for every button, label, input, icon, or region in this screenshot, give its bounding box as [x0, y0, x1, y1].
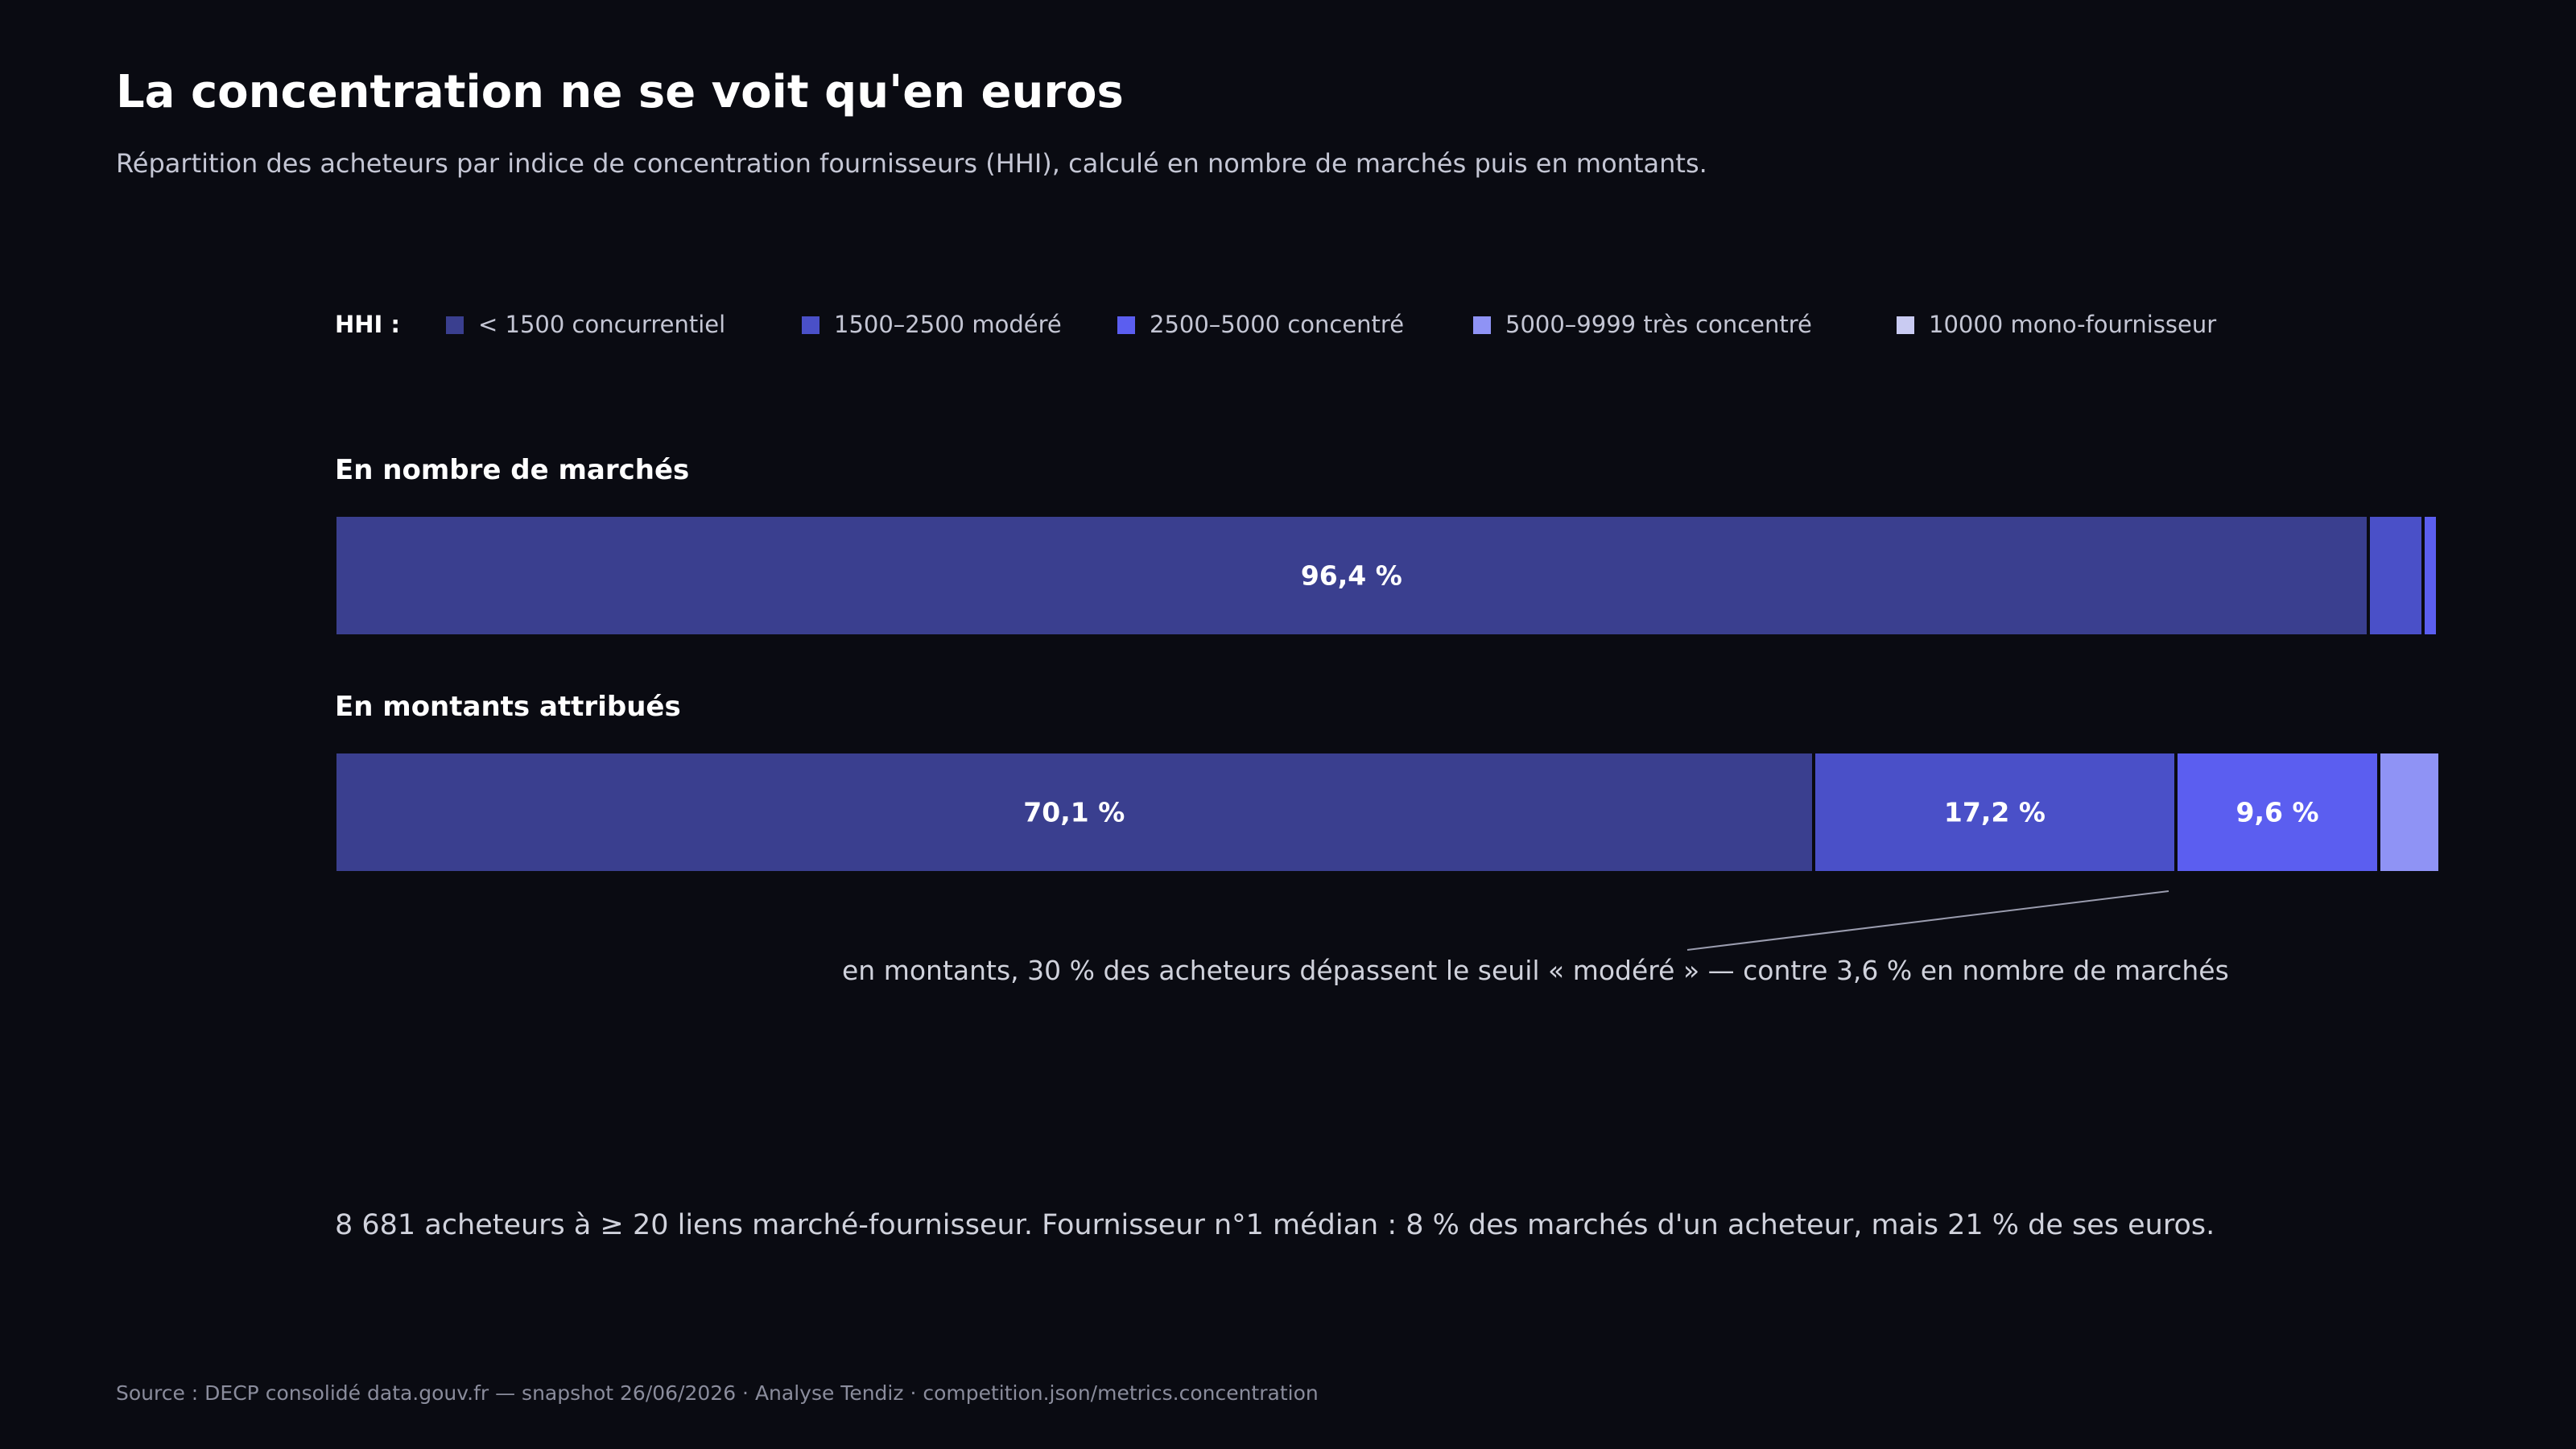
summary-text: 8 681 acheteurs à ≥ 20 liens marché-four… [335, 1209, 2215, 1241]
legend-swatch-tres-concentre [1473, 316, 1491, 334]
bar-segment-concurrentiel: 96,4 % [336, 517, 2367, 634]
legend-swatch-concentre [1117, 316, 1135, 334]
bar-segment-modere [2369, 517, 2421, 634]
legend-item-label: 1500–2500 modéré [834, 311, 1062, 338]
annotation-text: en montants, 30 % des acheteurs dépassen… [842, 955, 2229, 986]
legend-item-tres-concentre: 5000–9999 très concentré [1473, 311, 1812, 338]
bar-segment-value-label: 70,1 % [1023, 796, 1125, 828]
chart-subtitle: Répartition des acheteurs par indice de … [116, 148, 1707, 179]
bar-segment-value-label: 96,4 % [1300, 559, 1402, 592]
legend-item-concentre: 2500–5000 concentré [1117, 311, 1404, 338]
stacked-bar-montants: 70,1 % 17,2 % 9,6 % [336, 753, 2446, 871]
legend-item-label: 2500–5000 concentré [1150, 311, 1405, 338]
legend-title: HHI : [335, 311, 401, 338]
bar-segment-concentre: 9,6 % [2178, 753, 2377, 871]
bar-segment-modere: 17,2 % [1814, 753, 2175, 871]
legend-item-mono-fournisseur: 10000 mono-fournisseur [1897, 311, 2216, 338]
legend-item-label: 10000 mono-fournisseur [1929, 311, 2217, 338]
legend-item-label: 5000–9999 très concentré [1505, 311, 1812, 338]
legend: HHI : < 1500 concurrentiel 1500–2500 mod… [335, 311, 2267, 343]
legend-swatch-concurrentiel [446, 316, 464, 334]
bar-segment-concentre [2424, 517, 2437, 634]
chart-title: La concentration ne se voit qu'en euros [116, 66, 1124, 118]
row-label-montants: En montants attribués [335, 691, 681, 723]
source-footer: Source : DECP consolidé data.gouv.fr — s… [116, 1381, 1319, 1405]
bar-segment-tres-concentre [2380, 753, 2438, 871]
legend-item-concurrentiel: < 1500 concurrentiel [446, 311, 725, 338]
bar-segment-concurrentiel: 70,1 % [336, 753, 1812, 871]
legend-swatch-modere [802, 316, 819, 334]
row-label-marches: En nombre de marchés [335, 454, 690, 486]
legend-item-label: < 1500 concurrentiel [478, 311, 726, 338]
stacked-bar-marches: 96,4 % [336, 517, 2446, 634]
legend-swatch-mono-fournisseur [1897, 316, 1914, 334]
legend-item-modere: 1500–2500 modéré [802, 311, 1062, 338]
bar-segment-value-label: 17,2 % [1943, 796, 2046, 828]
bar-segment-value-label: 9,6 % [2235, 796, 2319, 828]
